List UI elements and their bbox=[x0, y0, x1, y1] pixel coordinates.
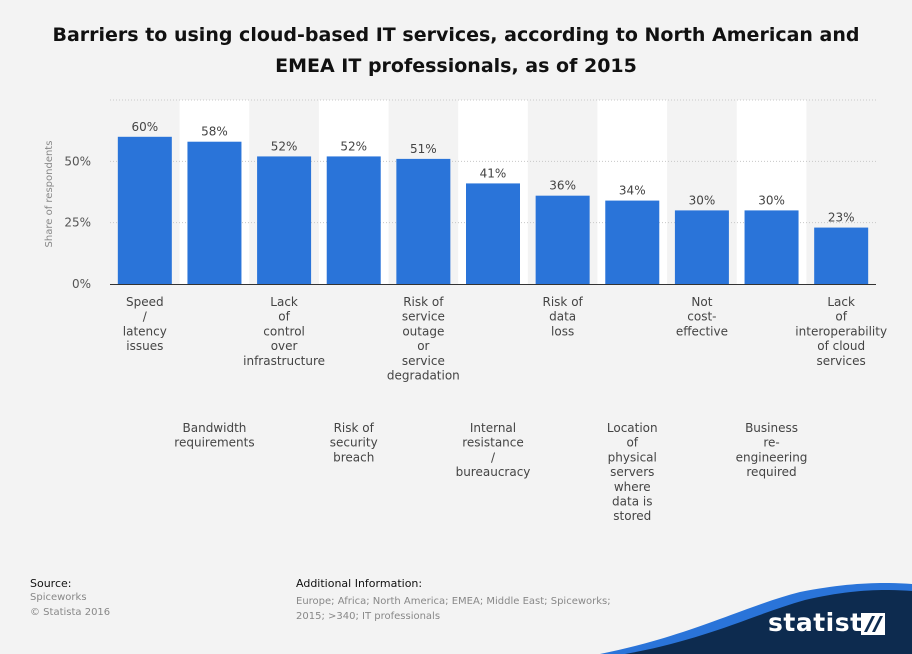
data-label: 41% bbox=[480, 166, 507, 180]
y-tick-label: 25% bbox=[64, 216, 91, 230]
source-name: Spiceworks bbox=[30, 592, 87, 603]
copyright: © Statista 2016 bbox=[30, 607, 111, 618]
data-label: 30% bbox=[758, 193, 785, 207]
bar[interactable] bbox=[117, 136, 172, 284]
x-tick-label: Internal resistance / bureaucracy bbox=[456, 421, 531, 479]
bar[interactable] bbox=[466, 183, 520, 284]
bar[interactable] bbox=[187, 141, 242, 284]
x-tick-label: Lack of interoperability of cloud services bbox=[795, 295, 887, 368]
bar[interactable] bbox=[744, 210, 799, 284]
x-tick-label: Bandwidth requirements bbox=[174, 421, 254, 450]
bar-chart: 0% 25% 50% Share of respondents 60% 58% 52% 52%… bbox=[44, 99, 887, 523]
x-tick-label: Location of physical servers where data is sto… bbox=[607, 421, 658, 523]
data-label: 52% bbox=[271, 139, 298, 153]
statista-logo[interactable]: statista bbox=[768, 608, 880, 637]
data-label: 23% bbox=[828, 211, 855, 225]
data-label: 58% bbox=[201, 125, 228, 139]
x-tick-label: Risk of security breach bbox=[330, 421, 378, 464]
y-axis-title: Share of respondents bbox=[44, 141, 55, 248]
bar[interactable] bbox=[396, 158, 451, 284]
statista-logo-icon bbox=[861, 613, 885, 635]
bar[interactable] bbox=[535, 195, 590, 284]
x-tick-label: Not cost-effective bbox=[676, 295, 728, 338]
bar[interactable] bbox=[674, 210, 729, 284]
data-label: 60% bbox=[131, 120, 158, 134]
x-tick-label: Lack of control over infrastructure bbox=[243, 295, 325, 368]
data-label: 34% bbox=[619, 184, 646, 198]
data-label: 30% bbox=[689, 193, 716, 207]
data-label: 52% bbox=[340, 139, 367, 153]
bar[interactable] bbox=[326, 156, 381, 284]
y-tick-label: 0% bbox=[72, 277, 91, 291]
x-tick-label: Business re-engineering required bbox=[736, 421, 808, 479]
additional-info-text: Europe; Africa; North America; EMEA; Mid… bbox=[296, 596, 611, 622]
bar[interactable] bbox=[814, 227, 869, 284]
source-heading: Source: bbox=[30, 577, 72, 590]
x-tick-label: Risk of service outage or service degradation bbox=[387, 295, 460, 383]
bar[interactable] bbox=[605, 200, 660, 284]
x-tick-label: Risk of data loss bbox=[543, 295, 584, 338]
additional-info-heading: Additional Information: bbox=[296, 577, 423, 590]
y-tick-label: 50% bbox=[64, 154, 91, 168]
chart-title: Barriers to using cloud-based IT service… bbox=[52, 24, 860, 77]
bar[interactable] bbox=[257, 156, 312, 284]
x-tick-label: Speed / latency issues bbox=[123, 295, 167, 353]
data-label: 51% bbox=[410, 142, 437, 156]
data-label: 36% bbox=[549, 179, 576, 193]
